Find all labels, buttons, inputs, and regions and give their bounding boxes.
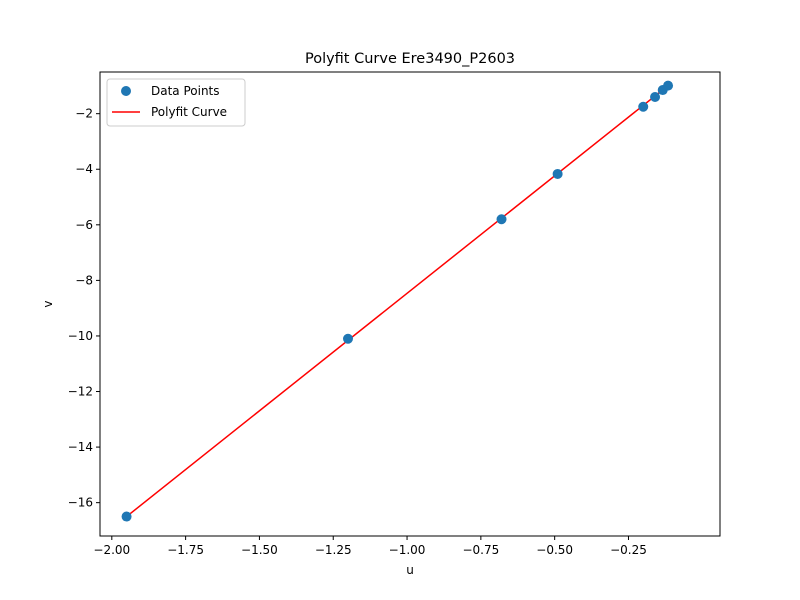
x-tick-label: −1.75 [167, 543, 204, 557]
fit-line-layer [126, 85, 669, 518]
y-tick-label: −8 [75, 273, 93, 287]
plot-area [99, 71, 721, 537]
data-point [121, 511, 132, 522]
x-tick-label: −0.50 [536, 543, 573, 557]
y-tick-label: −2 [75, 107, 93, 121]
y-tick-label: −16 [68, 496, 93, 510]
polyfit-curve-line [126, 85, 669, 518]
points-layer [121, 80, 674, 522]
y-axis-label: v [41, 300, 55, 307]
data-point [650, 92, 661, 103]
plot-background [100, 72, 720, 536]
x-tick-label: −0.25 [610, 543, 647, 557]
chart-title: Polyfit Curve Ere3490_P2603 [305, 51, 515, 67]
plot-frame [99, 71, 721, 537]
legend: Data Points Polyfit Curve [106, 78, 246, 127]
x-tick-label: −1.25 [315, 543, 352, 557]
y-axis-ticks: −16 −14 −12 −10 −8 −6 −4 −2 [68, 107, 100, 510]
y-tick-label: −4 [75, 162, 93, 176]
x-tick-label: −1.50 [241, 543, 278, 557]
data-point [552, 168, 563, 179]
legend-label-data-points: Data Points [151, 84, 220, 98]
legend-marker-data-points [121, 86, 131, 96]
x-tick-label: −1.00 [389, 543, 426, 557]
y-tick-label: −14 [68, 440, 93, 454]
x-tick-label: −2.00 [93, 543, 130, 557]
y-tick-label: −6 [75, 218, 93, 232]
y-tick-label: −10 [68, 329, 93, 343]
legend-box [106, 78, 246, 127]
x-tick-label: −0.75 [462, 543, 499, 557]
y-tick-label: −12 [68, 385, 93, 399]
x-axis-label: u [406, 563, 414, 577]
data-point [663, 80, 674, 91]
legend-label-polyfit-curve: Polyfit Curve [151, 105, 227, 119]
data-point [496, 214, 507, 225]
data-point [343, 333, 353, 344]
data-point [638, 101, 649, 112]
x-axis-ticks: −2.00 −1.75 −1.50 −1.25 −1.00 −0.75 −0.50 −0.25 [93, 536, 647, 557]
